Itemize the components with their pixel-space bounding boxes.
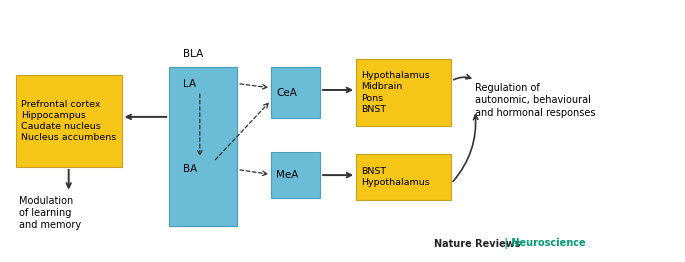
Text: Regulation of
autonomic, behavioural
and hormonal responses: Regulation of autonomic, behavioural and… <box>475 83 595 118</box>
Text: | Neuroscience: | Neuroscience <box>501 238 586 249</box>
Text: Modulation
of learning
and memory: Modulation of learning and memory <box>19 196 82 231</box>
Text: BA: BA <box>183 165 197 174</box>
FancyBboxPatch shape <box>169 67 237 226</box>
FancyBboxPatch shape <box>271 151 320 198</box>
Text: CeA: CeA <box>276 88 297 97</box>
Text: BNST
Hypothalamus: BNST Hypothalamus <box>361 167 429 187</box>
Text: Nature Reviews: Nature Reviews <box>434 239 521 249</box>
Text: BLA: BLA <box>183 49 203 59</box>
FancyBboxPatch shape <box>16 75 122 167</box>
Text: Hypothalamus
Midbrain
Pons
BNST: Hypothalamus Midbrain Pons BNST <box>361 71 429 114</box>
FancyBboxPatch shape <box>271 67 320 118</box>
Text: Prefrontal cortex
Hippocampus
Caudate nucleus
Nucleus accumbens: Prefrontal cortex Hippocampus Caudate nu… <box>21 100 116 142</box>
Text: LA: LA <box>183 79 196 89</box>
FancyBboxPatch shape <box>356 154 451 200</box>
Text: MeA: MeA <box>276 170 298 179</box>
FancyBboxPatch shape <box>356 59 451 126</box>
